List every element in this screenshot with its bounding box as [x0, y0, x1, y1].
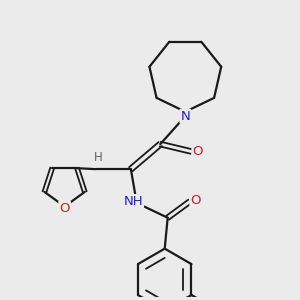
- Text: N: N: [181, 110, 190, 123]
- Text: O: O: [190, 194, 201, 207]
- Text: O: O: [59, 202, 70, 214]
- Text: NH: NH: [123, 195, 143, 208]
- Text: O: O: [193, 145, 203, 158]
- Text: H: H: [94, 152, 103, 164]
